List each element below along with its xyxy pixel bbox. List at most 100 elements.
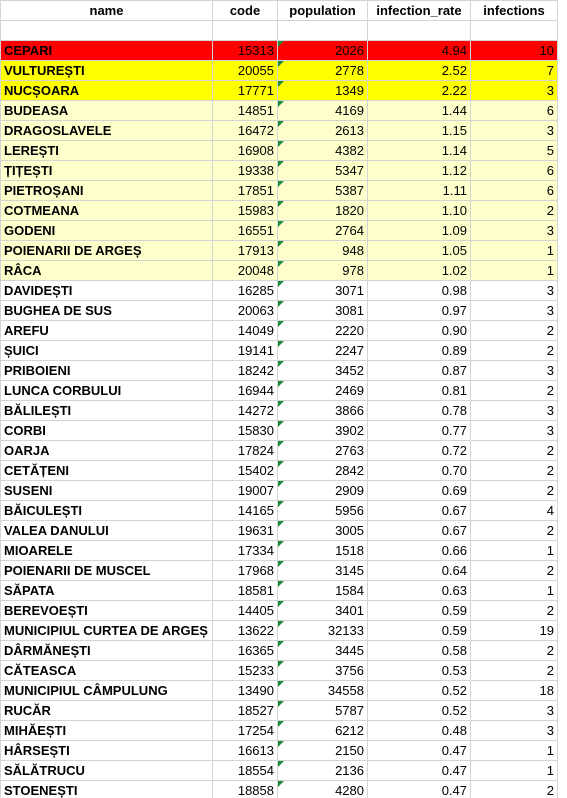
value-cell: 1: [470, 580, 558, 601]
data-row: DAVIDEȘTI 16285 3071 0.98 3: [0, 280, 558, 301]
text-number-indicator: [278, 521, 284, 527]
name-cell: CORBI: [0, 420, 213, 441]
text-number-indicator: [278, 621, 284, 627]
data-row: PIETROȘANI 17851 5387 1.11 6: [0, 180, 558, 201]
name-cell: LUNCA CORBULUI: [0, 380, 213, 401]
text-number-indicator: [278, 121, 284, 127]
value-cell: 17913: [212, 240, 278, 261]
value-cell: 2136: [277, 760, 368, 781]
value-cell: 3: [470, 300, 558, 321]
name-cell: ȘUICI: [0, 340, 213, 361]
text-number-indicator: [278, 421, 284, 427]
value-cell: 0.47: [367, 780, 471, 798]
data-row: CĂTEASCA 15233 3756 0.53 2: [0, 660, 558, 681]
text-number-indicator: [278, 281, 284, 287]
value-cell: 15983: [212, 200, 278, 221]
value-cell: 3081: [277, 300, 368, 321]
value-cell: 3145: [277, 560, 368, 581]
name-cell: MUNICIPIUL CURTEA DE ARGEȘ: [0, 620, 213, 641]
empty-row: [0, 20, 558, 41]
value-cell: 1518: [277, 540, 368, 561]
value-cell: 19141: [212, 340, 278, 361]
value-cell: 16285: [212, 280, 278, 301]
data-row: RÂCA 20048 978 1.02 1: [0, 260, 558, 281]
empty-cell: [0, 20, 213, 41]
text-number-indicator: [278, 81, 284, 87]
value-cell: 16908: [212, 140, 278, 161]
text-number-indicator: [278, 41, 284, 47]
value-cell: 2: [470, 560, 558, 581]
data-row: POIENARII DE MUSCEL 17968 3145 0.64 2: [0, 560, 558, 581]
text-number-indicator: [278, 141, 284, 147]
data-row: STOENEȘTI 18858 4280 0.47 2: [0, 780, 558, 798]
value-cell: 5787: [277, 700, 368, 721]
value-cell: 0.48: [367, 720, 471, 741]
value-cell: 3: [470, 420, 558, 441]
value-cell: 1584: [277, 580, 368, 601]
value-cell: 0.98: [367, 280, 471, 301]
data-row: BĂICULEȘTI 14165 5956 0.67 4: [0, 500, 558, 521]
value-cell: 2778: [277, 60, 368, 81]
header-cell: infections: [470, 0, 558, 21]
text-number-indicator: [278, 341, 284, 347]
value-cell: 13622: [212, 620, 278, 641]
value-cell: 15402: [212, 460, 278, 481]
value-cell: 16944: [212, 380, 278, 401]
data-row: ȚIȚEȘTI 19338 5347 1.12 6: [0, 160, 558, 181]
data-row: CETĂȚENI 15402 2842 0.70 2: [0, 460, 558, 481]
name-cell: DRAGOSLAVELE: [0, 120, 213, 141]
name-cell: BĂICULEȘTI: [0, 500, 213, 521]
value-cell: 2: [470, 460, 558, 481]
value-cell: 2.52: [367, 60, 471, 81]
value-cell: 1.02: [367, 260, 471, 281]
name-cell: ȚIȚEȘTI: [0, 160, 213, 181]
value-cell: 17851: [212, 180, 278, 201]
value-cell: 0.72: [367, 440, 471, 461]
text-number-indicator: [278, 581, 284, 587]
name-cell: SUSENI: [0, 480, 213, 501]
value-cell: 2: [470, 480, 558, 501]
text-number-indicator: [278, 201, 284, 207]
value-cell: 19: [470, 620, 558, 641]
data-row: ȘUICI 19141 2247 0.89 2: [0, 340, 558, 361]
value-cell: 18242: [212, 360, 278, 381]
header-cell: code: [212, 0, 278, 21]
text-number-indicator: [278, 601, 284, 607]
value-cell: 6: [470, 100, 558, 121]
value-cell: 3: [470, 220, 558, 241]
value-cell: 978: [277, 260, 368, 281]
text-number-indicator: [278, 101, 284, 107]
value-cell: 3: [470, 120, 558, 141]
value-cell: 2: [470, 640, 558, 661]
value-cell: 0.47: [367, 760, 471, 781]
text-number-indicator: [278, 501, 284, 507]
name-cell: HÂRSEȘTI: [0, 740, 213, 761]
data-row: NUCȘOARA 17771 1349 2.22 3: [0, 80, 558, 101]
value-cell: 4169: [277, 100, 368, 121]
value-cell: 3445: [277, 640, 368, 661]
data-row: SĂLĂTRUCU 18554 2136 0.47 1: [0, 760, 558, 781]
data-row: BEREVOEȘTI 14405 3401 0.59 2: [0, 600, 558, 621]
value-cell: 3756: [277, 660, 368, 681]
value-cell: 1: [470, 740, 558, 761]
value-cell: 10: [470, 40, 558, 61]
name-cell: OARJA: [0, 440, 213, 461]
value-cell: 3: [470, 400, 558, 421]
value-cell: 6: [470, 160, 558, 181]
data-row: VULTUREȘTI 20055 2778 2.52 7: [0, 60, 558, 81]
value-cell: 2: [470, 440, 558, 461]
value-cell: 2909: [277, 480, 368, 501]
header-row: name code population infection_rate infectio…: [0, 0, 558, 21]
value-cell: 2220: [277, 320, 368, 341]
value-cell: 17968: [212, 560, 278, 581]
value-cell: 3866: [277, 400, 368, 421]
text-number-indicator: [278, 481, 284, 487]
data-row: SĂPATA 18581 1584 0.63 1: [0, 580, 558, 601]
name-cell: MIOARELE: [0, 540, 213, 561]
value-cell: 3401: [277, 600, 368, 621]
data-row: HÂRSEȘTI 16613 2150 0.47 1: [0, 740, 558, 761]
value-cell: 4280: [277, 780, 368, 798]
value-cell: 0.81: [367, 380, 471, 401]
text-number-indicator: [278, 221, 284, 227]
